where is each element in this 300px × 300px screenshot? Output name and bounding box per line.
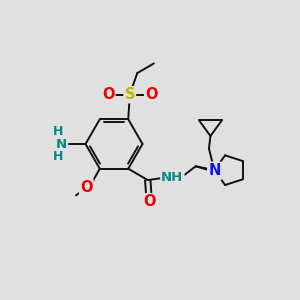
- Text: N: N: [55, 137, 67, 151]
- Text: O: O: [143, 194, 155, 209]
- Text: NH: NH: [161, 171, 184, 184]
- Text: H: H: [53, 125, 64, 138]
- Text: O: O: [145, 87, 158, 102]
- Text: O: O: [102, 87, 114, 102]
- Text: N: N: [208, 164, 220, 179]
- Text: O: O: [80, 180, 92, 195]
- Text: H: H: [53, 150, 64, 163]
- Text: S: S: [124, 87, 135, 102]
- Text: N: N: [208, 163, 220, 178]
